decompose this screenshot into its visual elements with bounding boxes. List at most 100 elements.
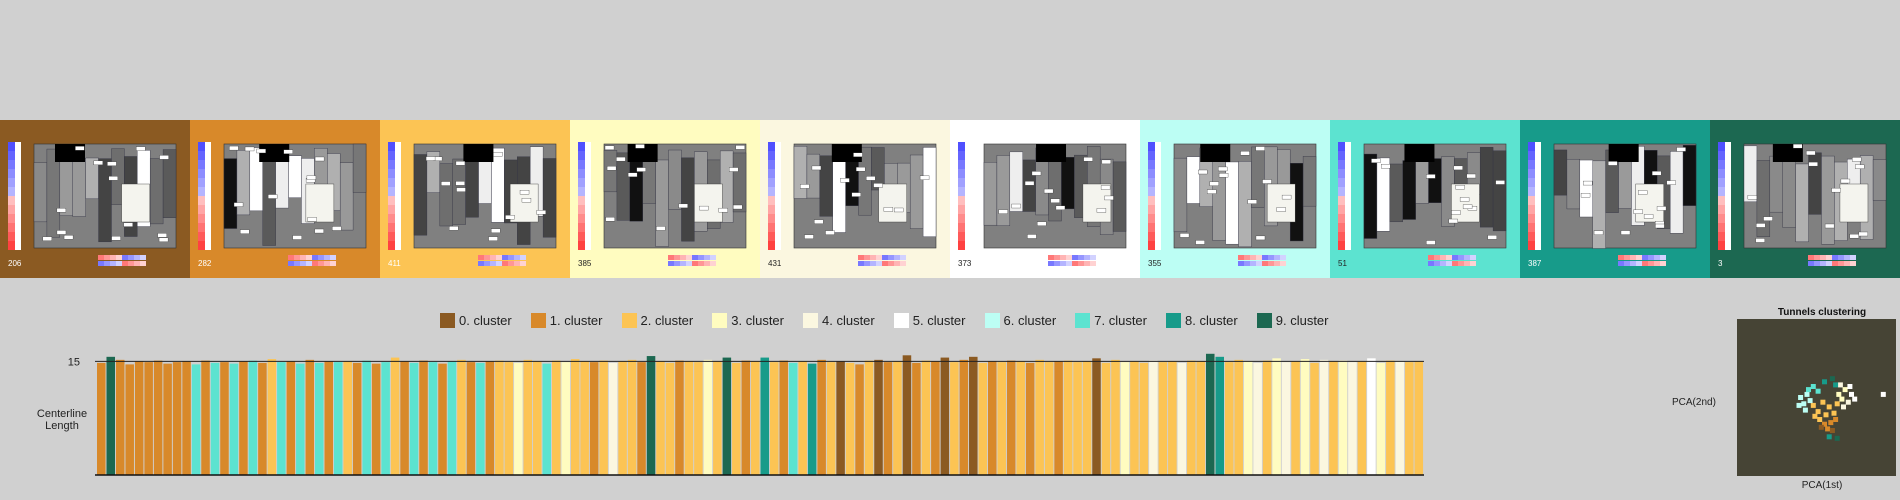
legend-label: 7. cluster (1094, 312, 1147, 328)
bar-71 (769, 362, 779, 475)
scatter-point-7 (1812, 413, 1818, 419)
bar-98 (1025, 362, 1035, 475)
bar-93 (978, 362, 988, 475)
legend-item-cluster-4: 4. cluster (803, 312, 875, 328)
bar-136 (1386, 360, 1395, 475)
bar-124 (1272, 358, 1281, 475)
cluster-thumbnail-7: 51 (1330, 120, 1520, 278)
bar-0 (97, 362, 106, 475)
bar-129 (1319, 359, 1329, 475)
scatter-point-20 (1796, 402, 1802, 408)
legend-item-cluster-8: 8. cluster (1166, 312, 1238, 328)
scatter-point-8 (1834, 401, 1840, 407)
bar-97 (1016, 361, 1025, 475)
bar-123 (1262, 360, 1272, 475)
bar-90 (950, 362, 959, 475)
bar-139 (1414, 361, 1424, 475)
bar-60 (665, 362, 675, 475)
cluster-count: 206 (8, 259, 22, 268)
legend-swatch (530, 312, 546, 328)
bar-113 (1168, 361, 1177, 475)
cluster-legend: 0. cluster 1. cluster 2. cluster 3. cluster… (440, 312, 1348, 328)
legend-item-cluster-6: 6. cluster (984, 312, 1056, 328)
scatter-point-17 (1804, 391, 1810, 397)
scatter-point-4 (1826, 404, 1832, 410)
scatter-point-6 (1817, 417, 1823, 422)
bar-58 (646, 356, 656, 475)
bar-85 (902, 355, 912, 475)
bar-109 (1130, 361, 1139, 475)
bar-59 (656, 361, 665, 475)
bar-83 (883, 362, 893, 475)
legend-item-cluster-2: 2. cluster (621, 312, 693, 328)
bar-118 (1215, 356, 1224, 475)
bar-13 (220, 362, 229, 475)
bar-31 (390, 357, 400, 475)
bar-5 (144, 362, 153, 475)
legend-swatch (1075, 312, 1091, 328)
bar-25 (333, 362, 343, 475)
bar-127 (1300, 359, 1310, 475)
bar-18 (267, 359, 277, 475)
scatter-point-34 (1833, 382, 1839, 388)
scatter-point-10 (1828, 420, 1834, 426)
bar-103 (1073, 362, 1082, 475)
legend-swatch (1166, 312, 1181, 328)
bar-102 (1063, 360, 1073, 475)
bar-27 (352, 362, 362, 475)
bar-104 (1082, 361, 1092, 475)
bar-43 (504, 362, 514, 475)
legend-item-cluster-7: 7. cluster (1075, 312, 1147, 328)
cluster-thumbnail-4: 431 (760, 120, 950, 278)
bar-6 (153, 360, 163, 475)
cluster-thumbnail-6: 355 (1140, 120, 1330, 278)
bar-134 (1367, 358, 1376, 475)
legend-item-cluster-9: 9. cluster (1256, 312, 1329, 328)
bar-92 (969, 356, 978, 475)
bar-137 (1395, 361, 1405, 475)
bar-23 (315, 362, 324, 475)
bar-114 (1177, 362, 1187, 475)
scatter-title: Tunnels clustering (1777, 307, 1867, 318)
legend-label: 4. cluster (822, 312, 875, 328)
bar-112 (1158, 362, 1168, 475)
bar-14 (229, 363, 239, 475)
cluster-thumbnail-strip: 206 282 411 385 431 373 355 51 387 3 (0, 120, 1900, 278)
bar-69 (751, 361, 760, 475)
legend-swatch (1256, 312, 1272, 328)
cluster-thumbnail-8: 387 (1520, 120, 1710, 278)
legend-label: 0. cluster (459, 312, 512, 328)
legend-item-cluster-0: 0. cluster (440, 312, 512, 328)
bar-80 (855, 364, 864, 475)
cluster-count: 431 (768, 259, 782, 268)
bar-66 (722, 357, 732, 475)
scatter-x-axis-label: PCA(1st) (1801, 480, 1843, 491)
bar-38 (457, 359, 466, 475)
bar-32 (400, 361, 409, 475)
bar-46 (533, 361, 542, 475)
bar-88 (931, 361, 940, 475)
bar-106 (1101, 362, 1111, 475)
bar-116 (1196, 361, 1206, 475)
bar-3 (125, 364, 134, 475)
scatter-point-12 (1825, 426, 1831, 432)
bar-2 (115, 359, 125, 475)
cluster-thumbnail-5: 373 (950, 120, 1140, 278)
bar-72 (779, 360, 788, 475)
bar-16 (248, 360, 258, 475)
bar-135 (1376, 362, 1386, 475)
scatter-point-31 (1852, 396, 1858, 402)
bar-84 (893, 361, 902, 475)
bar-53 (599, 360, 608, 475)
legend-label: 5. cluster (912, 312, 966, 328)
bar-138 (1405, 362, 1414, 475)
scatter-point-25 (1839, 396, 1845, 402)
bar-122 (1253, 362, 1262, 475)
bar-1 (106, 356, 116, 475)
bar-105 (1092, 358, 1101, 475)
bar-11 (201, 360, 210, 475)
bar-62 (684, 361, 694, 475)
bar-51 (580, 361, 589, 475)
legend-item-cluster-5: 5. cluster (893, 312, 966, 328)
bar-125 (1281, 362, 1291, 475)
